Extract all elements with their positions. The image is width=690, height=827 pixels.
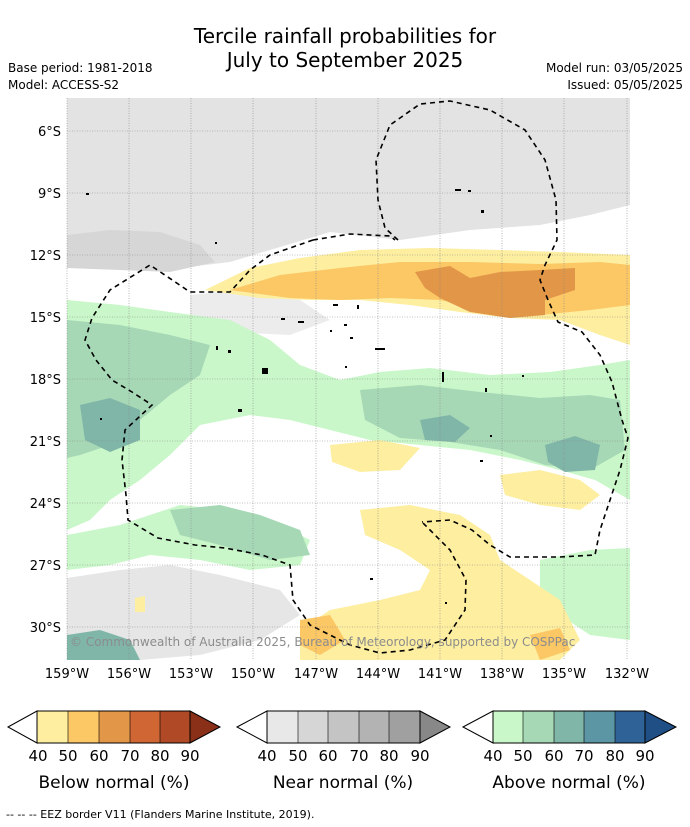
- below-normal-60-core: [415, 266, 575, 318]
- colorbar-below-normal: 40 50 60 70 80 90 Below normal (%): [6, 710, 222, 793]
- copyright-notice: © Commonwealth of Australia 2025, Bureau…: [70, 635, 575, 649]
- lon-label-1: 156°W: [107, 667, 151, 682]
- lat-label-4: 18°S: [30, 373, 61, 388]
- cb-near-tick-0: 40: [257, 747, 276, 765]
- meta-left: Base period: 1981-2018 Model: ACCESS-S2: [8, 60, 153, 94]
- forecast-map: © Commonwealth of Australia 2025, Bureau…: [6, 98, 678, 793]
- lat-label-0: 6°S: [38, 125, 61, 140]
- lat-label-7: 27°S: [30, 559, 61, 574]
- cb-below-tick-2: 60: [89, 747, 108, 765]
- above-normal-50-south: [170, 505, 310, 560]
- cb-below-seg-3: [99, 711, 130, 743]
- lon-label-2: 153°W: [169, 667, 213, 682]
- lon-label-5: 144°W: [356, 667, 400, 682]
- lon-label-3: 150°W: [231, 667, 275, 682]
- lon-label-7: 138°W: [480, 667, 524, 682]
- chart-title: Tercile rainfall probabilities for July …: [0, 24, 690, 72]
- cb-above-tick-4: 80: [605, 747, 624, 765]
- below-normal-patch-sw: [135, 596, 145, 612]
- lon-label-4: 147°W: [294, 667, 338, 682]
- cb-above-title: Above normal (%): [492, 773, 645, 793]
- cb-near-title: Near normal (%): [273, 773, 413, 793]
- lon-label-0: 159°W: [45, 667, 89, 682]
- meta-right: Model run: 03/05/2025 Issued: 05/05/2025: [546, 60, 683, 94]
- below-normal-east: [500, 470, 600, 510]
- below-normal-south: [300, 505, 580, 660]
- cb-below-title: Below normal (%): [39, 773, 190, 793]
- cb-near-tick-2: 60: [318, 747, 337, 765]
- cb-below-seg-1: [37, 711, 68, 743]
- above-normal-region-sw-corner: [67, 630, 140, 660]
- latitude-labels: 6°S 9°S 12°S 15°S 18°S 21°S 24°S 27°S 30…: [30, 125, 61, 636]
- lat-label-1: 9°S: [38, 187, 61, 202]
- above-normal-60-central: [420, 415, 470, 442]
- model-name: Model: ACCESS-S2: [8, 78, 120, 92]
- cb-above-tick-3: 70: [574, 747, 593, 765]
- eez-footnote: -- -- -- EEZ border V11 (Flanders Marine…: [6, 808, 315, 821]
- near-normal-region-north: [67, 98, 630, 268]
- lat-label-8: 30°S: [30, 621, 61, 636]
- lat-label-6: 24°S: [30, 497, 61, 512]
- cb-below-tick-4: 80: [150, 747, 169, 765]
- cb-near-tick-5: 90: [410, 747, 429, 765]
- colorbar-near-normal: 40 50 60 70 80 90 Near normal (%): [235, 710, 452, 793]
- cb-below-tick-3: 70: [120, 747, 139, 765]
- near-normal-region-south: [67, 565, 300, 660]
- near-normal-region-west: [67, 230, 215, 272]
- issued-date: Issued: 05/05/2025: [567, 78, 683, 92]
- cb-below-tick-1: 50: [58, 747, 77, 765]
- cb-near-tick-1: 50: [288, 747, 307, 765]
- title-line-1: Tercile rainfall probabilities for: [193, 24, 497, 48]
- islands: [86, 189, 524, 604]
- eez-borders: [84, 100, 629, 654]
- above-normal-60-east: [545, 436, 600, 472]
- cb-below-tick-0: 40: [28, 747, 47, 765]
- cb-above-tick-2: 60: [544, 747, 563, 765]
- model-run: Model run: 03/05/2025: [545, 61, 683, 75]
- above-normal-region-west: [67, 300, 630, 530]
- cb-near-tick-4: 80: [379, 747, 398, 765]
- gridlines: [66, 98, 630, 660]
- cb-below-seg-5: [160, 711, 190, 743]
- below-normal-mid: [330, 440, 420, 472]
- lat-label-3: 15°S: [30, 311, 61, 326]
- longitude-labels: 159°W 156°W 153°W 150°W 147°W 144°W 141°…: [45, 667, 649, 682]
- eez-border-frenchpoly-west: [84, 239, 467, 654]
- lon-label-9: 132°W: [605, 667, 649, 682]
- below-normal-patch-se: [530, 628, 570, 660]
- lat-label-2: 12°S: [30, 249, 61, 264]
- eez-border-kiribati: [375, 100, 629, 558]
- base-period: Base period: 1981-2018: [8, 61, 153, 75]
- cb-below-seg-4: [130, 711, 160, 743]
- cb-above-tick-1: 50: [513, 747, 532, 765]
- lon-label-8: 135°W: [542, 667, 586, 682]
- lat-label-5: 21°S: [30, 435, 61, 450]
- above-normal-60-west: [80, 398, 140, 452]
- map-fields: [67, 98, 630, 660]
- above-normal-region-southeast: [540, 548, 630, 640]
- title-line-2: July to September 2025: [226, 48, 464, 72]
- lon-label-6: 141°W: [418, 667, 462, 682]
- cb-above-tick-0: 40: [483, 747, 502, 765]
- cb-below-seg-2: [68, 711, 99, 743]
- cb-above-tick-5: 90: [635, 747, 654, 765]
- colorbar-above-normal: 40 50 60 70 80 90 Above normal (%): [461, 710, 678, 793]
- cb-below-tick-5: 90: [180, 747, 199, 765]
- eez-border-cook: [312, 233, 396, 241]
- cb-near-tick-3: 70: [349, 747, 368, 765]
